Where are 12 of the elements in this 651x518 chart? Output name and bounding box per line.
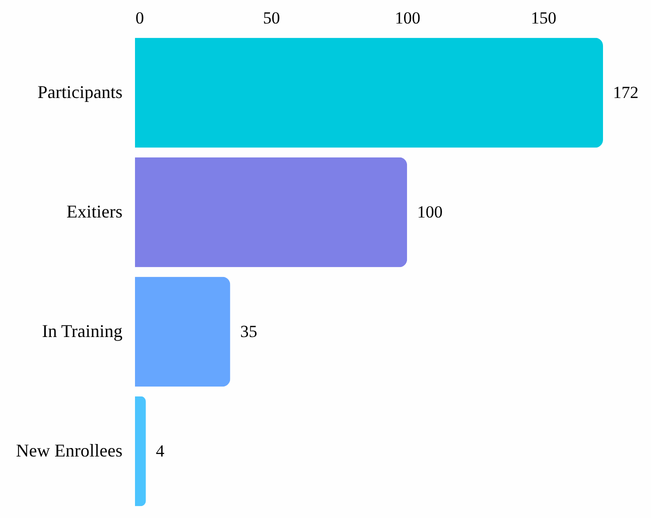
y-tick-label: In Training xyxy=(42,320,122,341)
data-label: 35 xyxy=(240,322,258,341)
y-tick-label: Participants xyxy=(38,82,122,102)
x-tick-label: 0 xyxy=(136,8,144,28)
data-label: 4 xyxy=(156,441,165,460)
x-tick-label: 100 xyxy=(394,8,420,28)
y-tick-label: Exitiers xyxy=(66,201,122,222)
x-tick-label: 150 xyxy=(530,8,556,28)
data-label: 172 xyxy=(613,82,638,102)
data-label: 100 xyxy=(417,202,443,222)
x-tick-label: 50 xyxy=(263,8,280,28)
y-tick-label: New Enrollees xyxy=(16,440,122,460)
